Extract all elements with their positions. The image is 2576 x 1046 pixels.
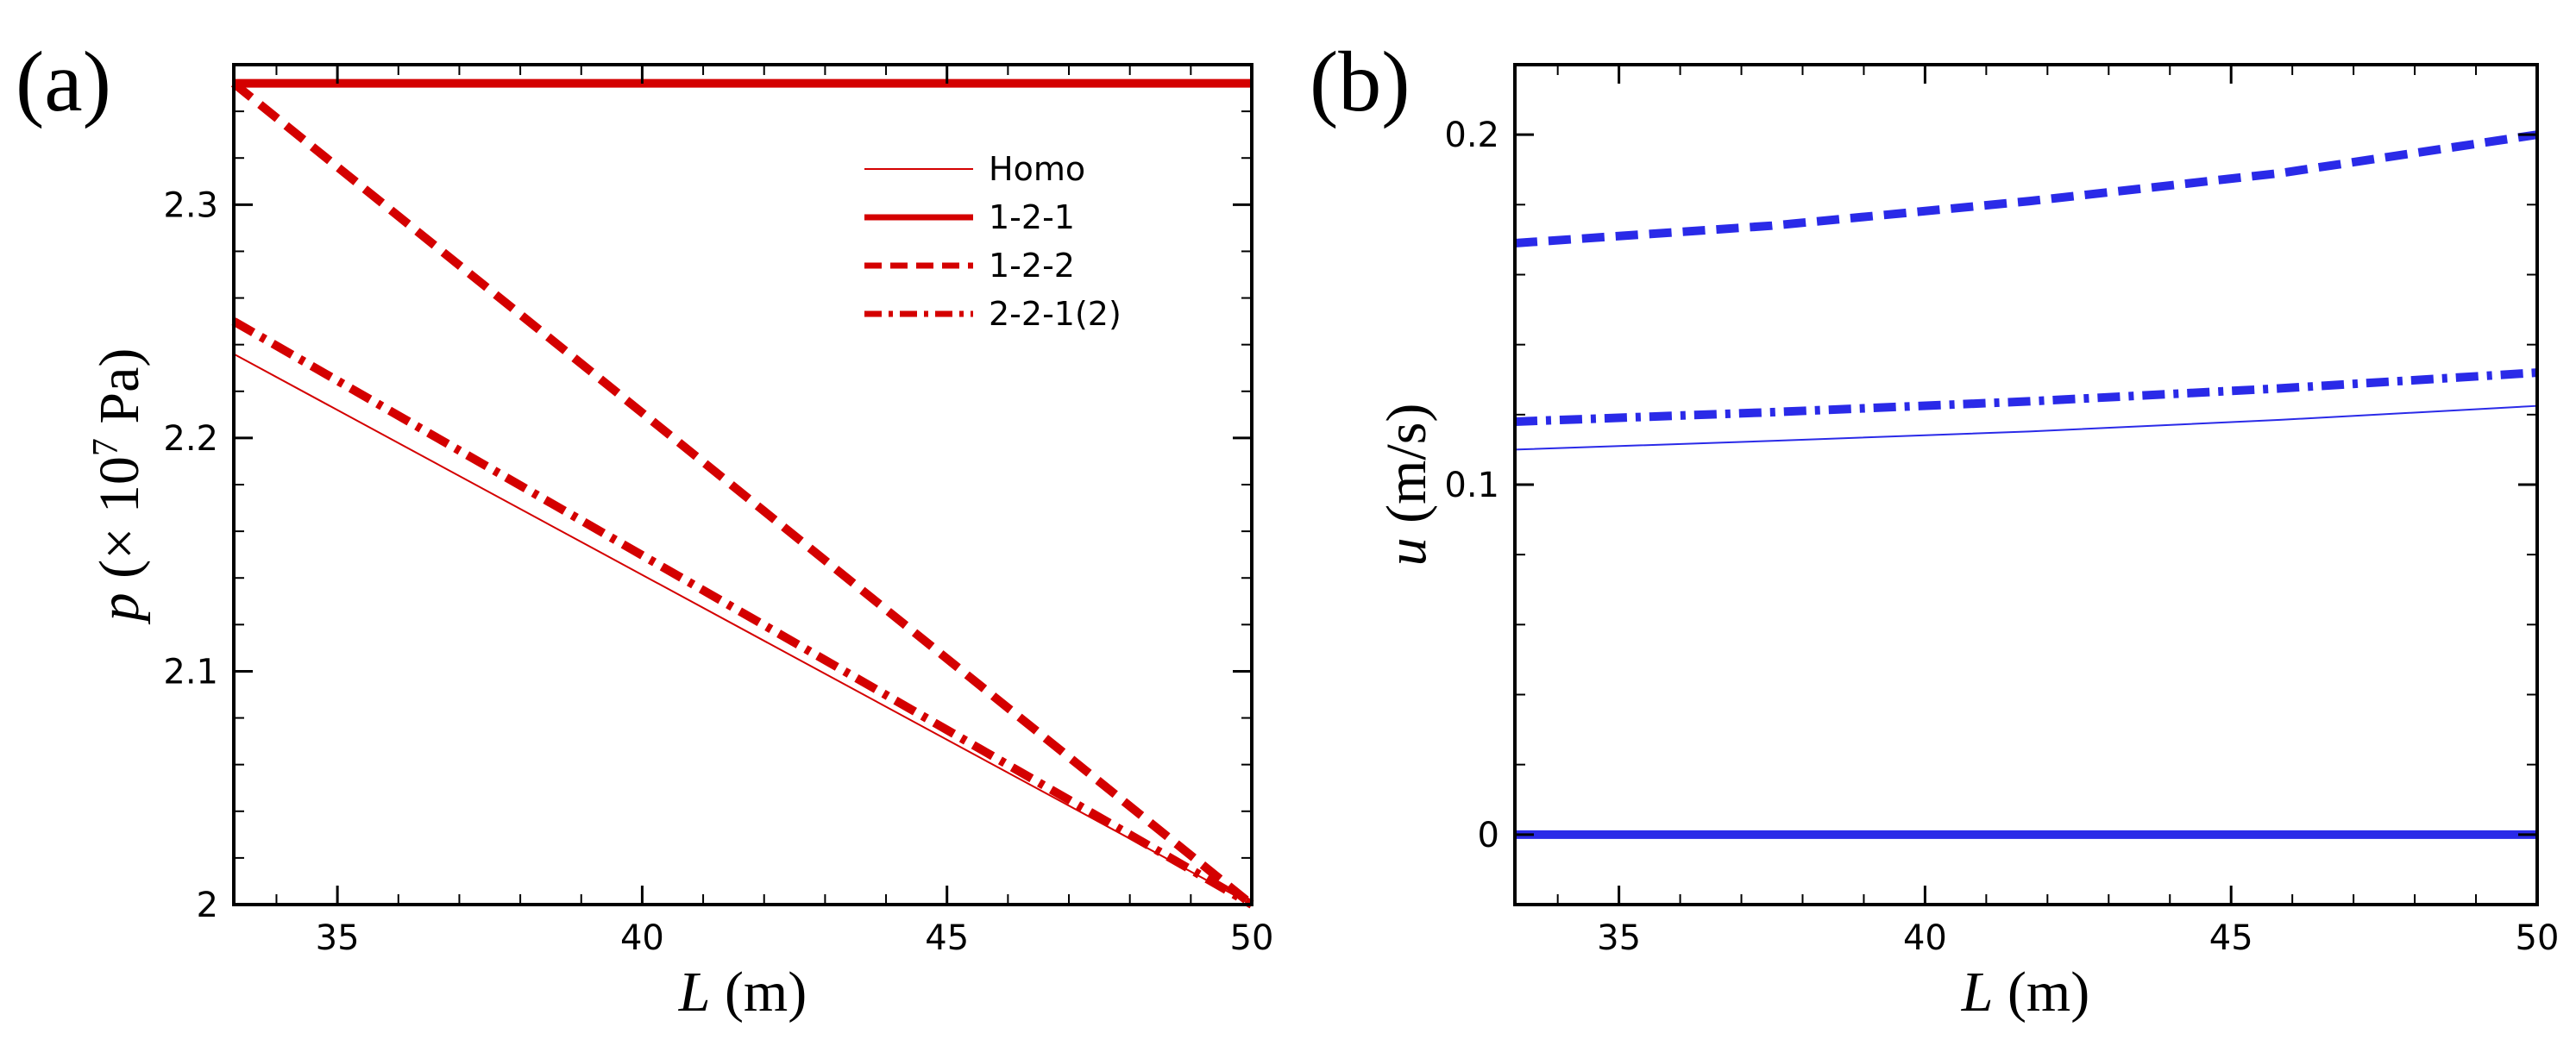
panel-a-ticks: 35 40 45 50 2 2.1 2.2 2.3: [163, 65, 1273, 958]
x-tick-label: 35: [1597, 918, 1641, 958]
panel-b-ylabel: u (m/s): [1375, 404, 1438, 567]
panel-a-label: (a): [16, 34, 111, 129]
series-line-2-2-1(2): [1514, 368, 2538, 426]
series-line-1-2-2: [1514, 130, 2538, 247]
panel-a: (a) 35 40 45 50 2 2.1 2.2 2.3 L (m) p (× 107 Pa…: [16, 34, 1273, 1024]
legend-label-1-2-1: 1-2-1: [989, 198, 1075, 236]
x-tick-label: 45: [2209, 918, 2253, 958]
y-tick-label: 2.3: [163, 185, 218, 225]
x-tick-label: 35: [316, 918, 360, 958]
panel-b-series: [1514, 130, 2538, 839]
panel-b-xlabel: L (m): [1961, 961, 2090, 1024]
panel-a-frame: [232, 63, 1253, 906]
y-tick-label: 2.2: [163, 419, 218, 459]
y-tick-label: 2.1: [163, 652, 218, 692]
x-tick-label: 45: [925, 918, 969, 958]
x-tick-label: 50: [2516, 918, 2560, 958]
y-tick-label: 0: [1478, 816, 1499, 855]
y-tick-label: 0.1: [1444, 466, 1499, 505]
panel-a-legend: Homo 1-2-1 1-2-2 2-2-1(2): [864, 150, 1122, 333]
legend-label-Homo: Homo: [989, 150, 1085, 188]
x-tick-label: 40: [1903, 918, 1947, 958]
y-tick-label: 2: [197, 886, 218, 925]
panel-a-minor-ticks: [234, 64, 1252, 905]
panel-b-minor-ticks: [1515, 64, 2537, 905]
legend-label-1-2-2: 1-2-2: [989, 247, 1075, 285]
panel-b: (b) 35 40 45 50 0 0.1 0.2 L (m) u (m/s): [1310, 34, 2559, 1024]
x-tick-label: 50: [1230, 918, 1274, 958]
panel-b-frame: [1513, 63, 2539, 906]
x-tick-label: 40: [620, 918, 664, 958]
panel-b-label: (b): [1310, 34, 1411, 129]
panel-a-xlabel: L (m): [678, 961, 807, 1024]
series-line-Homo: [1514, 404, 2538, 451]
panel-b-ticks: 35 40 45 50 0 0.1 0.2: [1444, 65, 2559, 958]
y-tick-label: 0.2: [1444, 116, 1499, 155]
panel-a-ylabel: p (× 107 Pa): [86, 348, 151, 625]
panel-a-series: [230, 78, 1255, 909]
series-line-Homo: [233, 353, 1253, 905]
series-line-2-2-1(2): [231, 317, 1254, 909]
legend-label-2-2-1(2): 2-2-1(2): [989, 295, 1122, 333]
series-line-1-2-2: [230, 79, 1255, 908]
